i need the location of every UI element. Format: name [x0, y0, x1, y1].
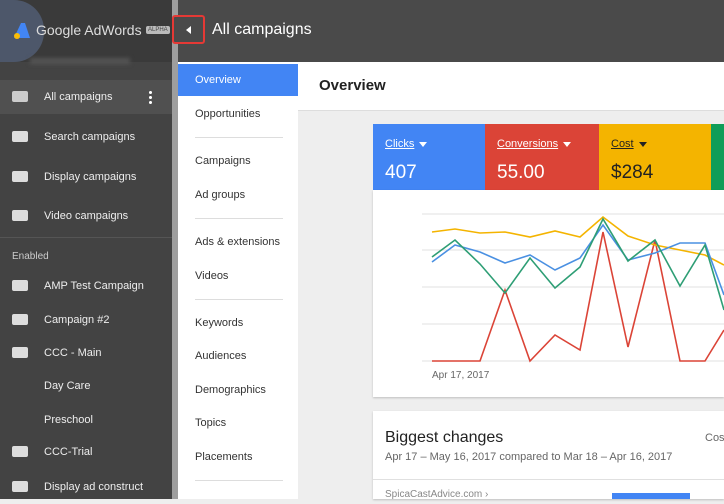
nav-label: Videos: [195, 270, 229, 282]
top-bar: [178, 0, 724, 62]
sidebar-item[interactable]: Search campaigns: [0, 120, 172, 154]
nav-label: Ad groups: [195, 189, 246, 201]
changes-card: Biggest changes Apr 17 – May 16, 2017 co…: [373, 411, 724, 500]
nav-separator: [195, 480, 283, 481]
metric-card[interactable]: Conversions 55.00: [485, 124, 599, 190]
metric-card[interactable]: Cost $284: [599, 124, 711, 190]
nav-item[interactable]: Placements: [178, 441, 298, 473]
sidebar: Google AdWords ALPHA All campaigns Search…: [0, 0, 172, 499]
item-icon: [12, 314, 28, 325]
nav-item[interactable]: Ads & extensions: [178, 226, 298, 258]
item-icon: [12, 171, 28, 182]
item-label: Display ad construct: [44, 481, 144, 493]
campaign-item[interactable]: Day Care: [0, 369, 172, 403]
changes-title: Biggest changes: [385, 429, 504, 446]
item-icon: [12, 131, 28, 142]
collapse-button[interactable]: [172, 15, 205, 44]
line-chart: [422, 213, 724, 363]
nav-item[interactable]: Campaigns: [178, 145, 298, 177]
nav-item[interactable]: Videos: [178, 260, 298, 292]
metric-value: 407: [385, 162, 417, 183]
nav-label: Opportunities: [195, 108, 261, 120]
campaign-item[interactable]: CCC - Main: [0, 336, 172, 370]
nav-item[interactable]: Ad groups: [178, 179, 298, 211]
collapse-arrow: [186, 26, 191, 34]
changes-subtitle: Apr 17 – May 16, 2017 compared to Mar 18…: [385, 451, 673, 463]
row-separator: [373, 479, 724, 480]
section-label: Enabled: [12, 251, 49, 262]
campaign-item[interactable]: Preschool: [0, 403, 172, 437]
nav-separator: [195, 299, 283, 300]
nav-label: Keywords: [195, 317, 244, 329]
item-label: Campaign #2: [44, 314, 110, 326]
nav-item[interactable]: Opportunities: [178, 98, 298, 130]
nav-separator: [195, 218, 283, 219]
sidebar-item[interactable]: All campaigns: [0, 80, 172, 114]
overview-header: Overview: [298, 62, 724, 111]
campaign-item[interactable]: Display ad construct: [0, 470, 172, 504]
item-icon: [12, 280, 28, 291]
item-label: AMP Test Campaign: [44, 280, 144, 292]
brand: Google AdWords: [36, 22, 142, 38]
chart-card: Apr 17, 2017: [373, 190, 724, 397]
divider: [172, 0, 178, 499]
sidebar-header: Google AdWords ALPHA: [0, 0, 172, 62]
metric-value: 55.00: [497, 162, 545, 183]
item-label: Preschool: [44, 414, 93, 426]
metric-label[interactable]: Cost: [611, 138, 647, 150]
item-label: Search campaigns: [44, 131, 136, 143]
campaign-item[interactable]: AMP Test Campaign: [0, 269, 172, 303]
campaign-item[interactable]: CCC-Trial: [0, 435, 172, 469]
campaign-item[interactable]: Campaign #2: [0, 303, 172, 337]
item-icon: [12, 347, 28, 358]
page-title: All campaigns: [212, 21, 312, 38]
logo: [14, 23, 30, 39]
item-icon: [12, 210, 28, 221]
item-icon: [12, 91, 28, 102]
sidebar-item[interactable]: Video campaigns: [0, 199, 172, 233]
item-label: CCC - Main: [44, 347, 102, 359]
metric-card[interactable]: Clicks 407: [373, 124, 485, 190]
item-label: All campaigns: [44, 91, 113, 103]
changes-row[interactable]: SpicaCastAdvice.com ›: [385, 489, 489, 500]
metric-label[interactable]: Conversions: [497, 138, 571, 150]
nav-label: Overview: [195, 74, 241, 86]
item-icon: [12, 446, 28, 457]
nav-item[interactable]: Audiences: [178, 340, 298, 372]
item-icon: [12, 481, 28, 492]
nav-item[interactable]: Keywords: [178, 307, 298, 339]
nav-label: Topics: [195, 417, 227, 429]
nav-separator: [195, 137, 283, 138]
metric-card-partial: [711, 124, 724, 190]
nav-label: Placements: [195, 451, 253, 463]
nav-item[interactable]: Overview: [178, 64, 298, 96]
item-label: Day Care: [44, 380, 91, 392]
item-label: Video campaigns: [44, 210, 129, 222]
more-menu[interactable]: [149, 90, 152, 104]
change-bar: [612, 493, 690, 499]
nav-column: Overview Opportunities Campaigns Ad groups A…: [178, 62, 298, 499]
nav-label: Demographics: [195, 384, 266, 396]
nav-label: Audiences: [195, 350, 247, 362]
nav-item[interactable]: Demographics: [178, 374, 298, 406]
metric-label[interactable]: Clicks: [385, 138, 427, 150]
badge: ALPHA: [146, 26, 170, 34]
item-label: Display campaigns: [44, 171, 137, 183]
section-separator: [0, 237, 172, 238]
account-name-blurred: [30, 58, 130, 64]
overview-title: Overview: [319, 77, 386, 94]
nav-label: Campaigns: [195, 155, 251, 167]
sidebar-item[interactable]: Display campaigns: [0, 160, 172, 194]
changes-column: Cos: [705, 432, 724, 444]
metric-value: $284: [611, 162, 654, 183]
nav-label: Ads & extensions: [195, 236, 280, 248]
chart-start-date: Apr 17, 2017: [432, 370, 490, 381]
item-label: CCC-Trial: [44, 446, 93, 458]
nav-item[interactable]: Topics: [178, 407, 298, 439]
